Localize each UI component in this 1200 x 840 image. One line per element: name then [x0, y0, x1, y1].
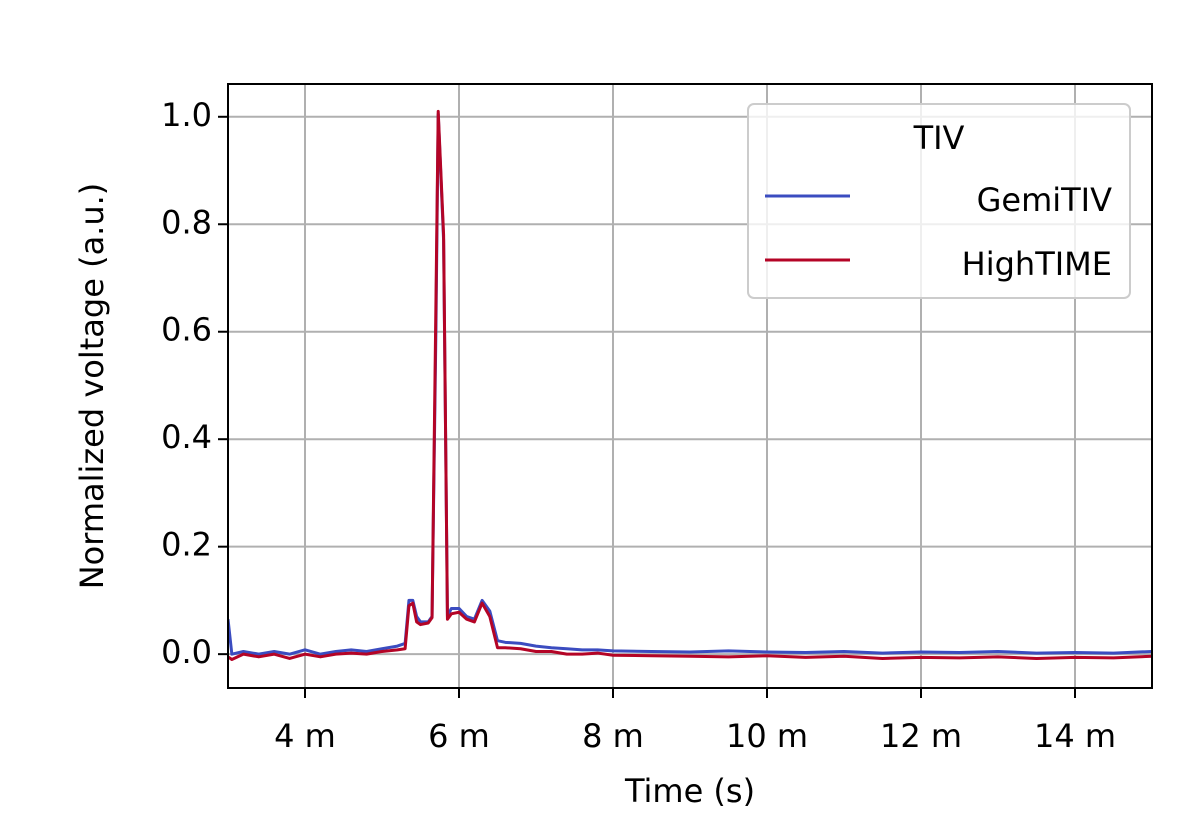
- legend-box: [747, 103, 1131, 299]
- y-tick-label: 0.6: [161, 311, 212, 349]
- legend-title: TIV: [913, 119, 965, 157]
- legend-label: HighTIME: [962, 245, 1112, 283]
- y-axis-label: Normalized voltage (a.u.): [73, 183, 111, 590]
- x-tick-label: 14 m: [1034, 717, 1116, 755]
- y-tick-label: 0.0: [161, 633, 212, 671]
- x-tick-label: 4 m: [274, 717, 336, 755]
- x-tick-label: 8 m: [582, 717, 644, 755]
- x-tick-label: 12 m: [880, 717, 962, 755]
- series-line: [228, 109, 1152, 662]
- y-tick-label: 1.0: [161, 96, 212, 134]
- legend-label: GemiTIV: [977, 181, 1113, 219]
- y-tick-label: 0.4: [161, 418, 212, 456]
- x-axis-label: Time (s): [624, 772, 755, 810]
- x-tick-label: 6 m: [428, 717, 490, 755]
- y-tick-label: 0.2: [161, 526, 212, 564]
- series-line: [228, 112, 1152, 656]
- x-tick-label: 10 m: [726, 717, 808, 755]
- y-tick-label: 0.8: [161, 203, 212, 241]
- plot-frame: [227, 83, 1153, 689]
